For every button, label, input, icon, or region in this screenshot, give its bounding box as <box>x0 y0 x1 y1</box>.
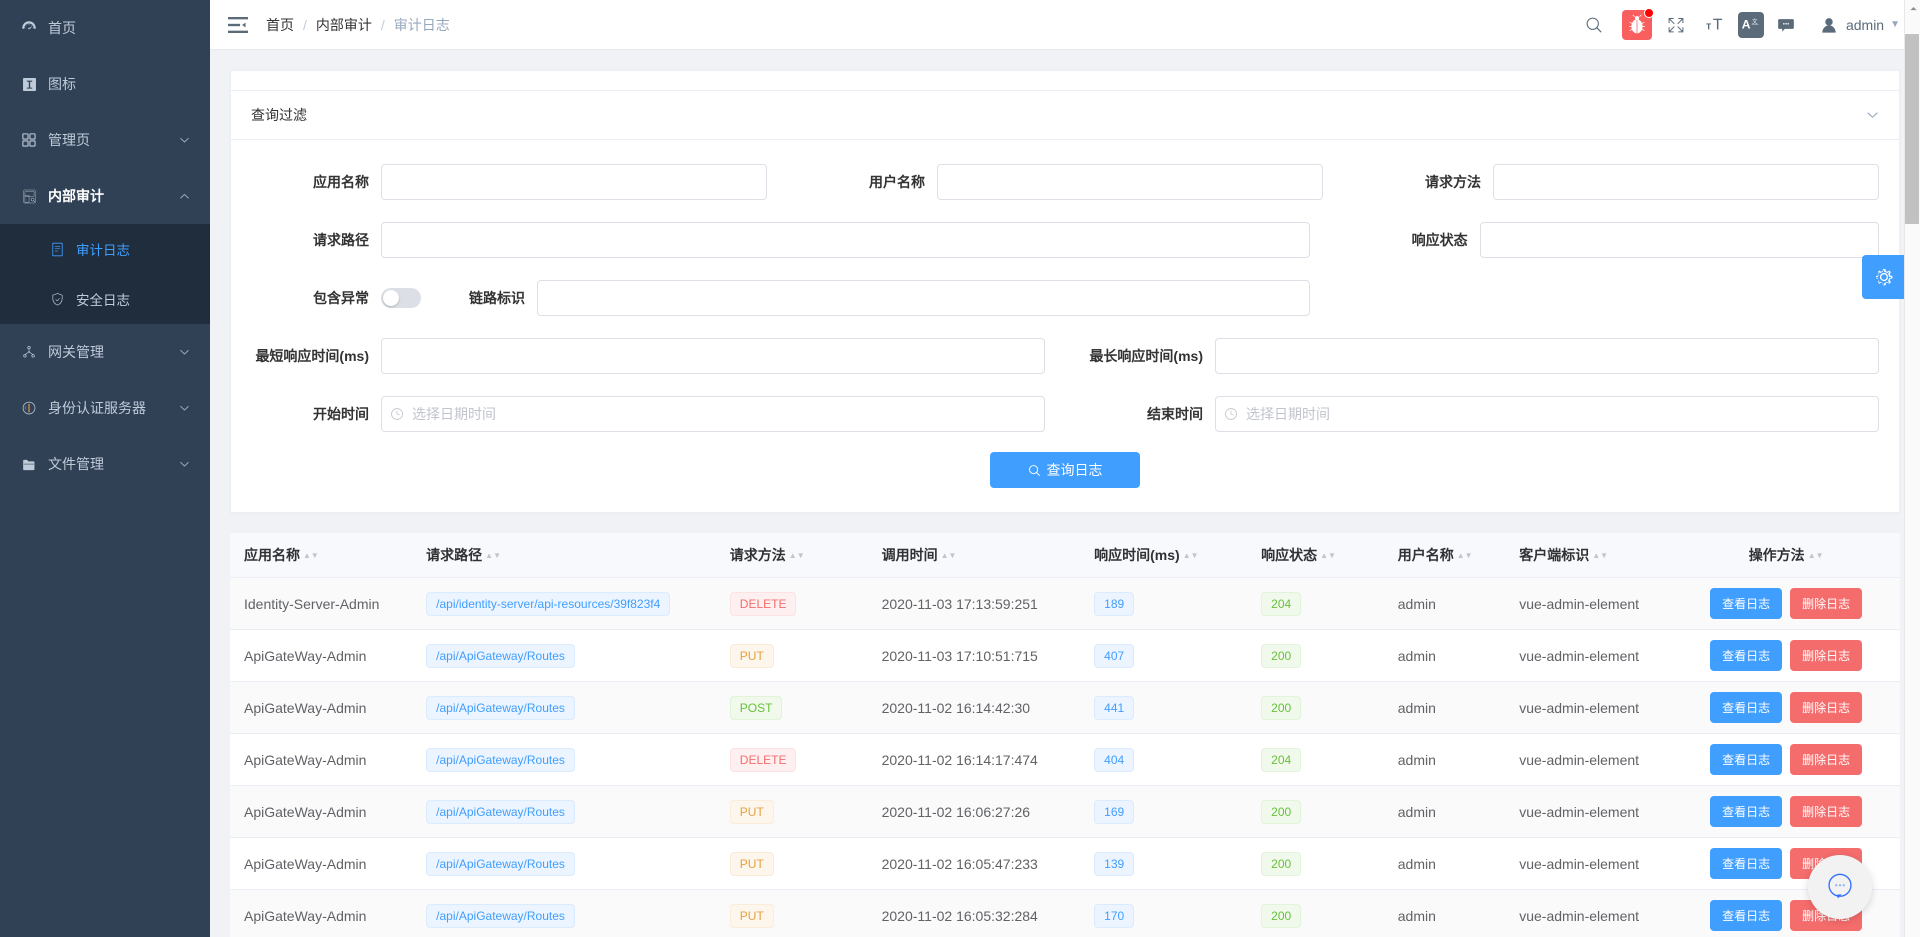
svg-text:A: A <box>1742 17 1751 31</box>
